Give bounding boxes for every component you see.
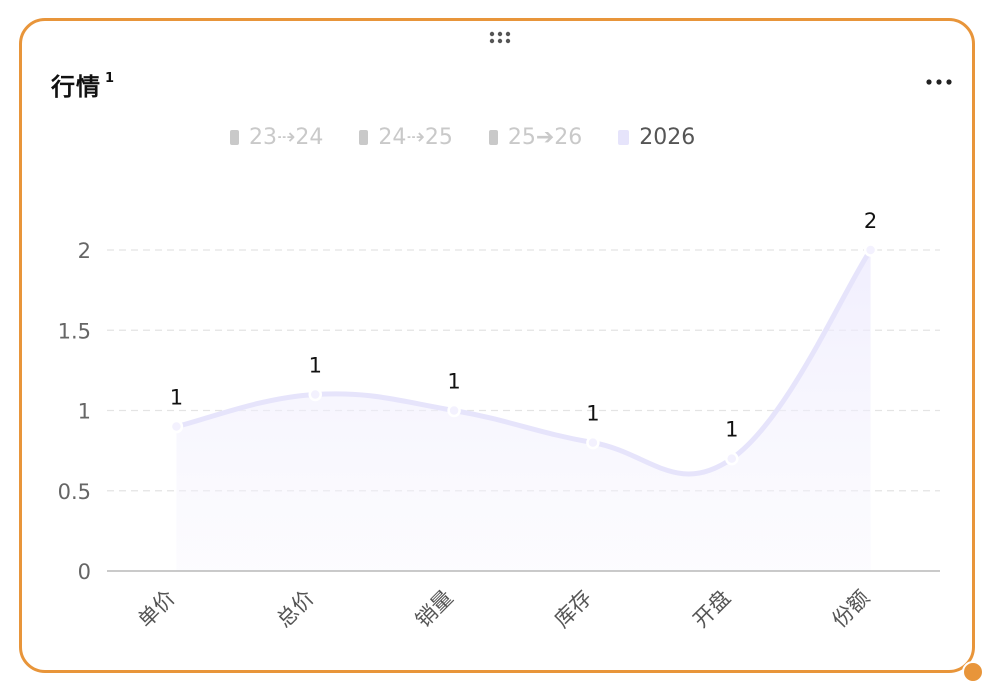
x-tick-label: 销量	[411, 586, 458, 633]
data-point	[586, 435, 600, 450]
data-label: 1	[725, 418, 738, 442]
data-label: 1	[586, 402, 599, 426]
y-tick-label: 1	[78, 400, 91, 424]
legend-label: 25➔26	[507, 124, 583, 150]
x-tick-label: 库存	[550, 586, 597, 633]
card-title-text: 行情	[51, 73, 101, 101]
y-tick-label: 2	[78, 239, 91, 263]
legend-item-24-25[interactable]: 24⇢25	[359, 124, 453, 150]
legend-swatch	[230, 129, 239, 145]
y-tick-label: 0.5	[58, 480, 91, 504]
chart-legend: 23⇢24 24⇢25 25➔26 2026	[230, 122, 695, 152]
legend-item-23-24[interactable]: 23⇢24	[230, 125, 323, 150]
card-title: 行情 1	[51, 67, 115, 102]
legend-item-2026[interactable]: 2026	[618, 125, 695, 150]
data-label: 1	[447, 370, 460, 394]
legend-label: 23⇢24	[249, 124, 324, 150]
legend-item-25-26[interactable]: 25➔26	[488, 124, 583, 150]
more-options-button[interactable]	[920, 69, 956, 93]
series-area	[176, 250, 871, 571]
data-label: 1	[309, 353, 322, 377]
card-title-superscript: 1	[105, 71, 116, 86]
legend-swatch	[488, 129, 498, 145]
resize-handle[interactable]	[962, 661, 984, 683]
x-tick-label: 单价	[133, 586, 180, 633]
more-horizontal-icon	[926, 79, 952, 85]
data-point	[725, 451, 739, 466]
data-label: 2	[864, 209, 877, 233]
data-point	[308, 387, 322, 402]
legend-label: 2026	[639, 124, 696, 150]
y-tick-label: 0	[78, 560, 91, 584]
legend-swatch	[618, 129, 630, 145]
x-tick-label: 开盘	[689, 586, 736, 633]
data-point	[447, 403, 461, 418]
series-line	[173, 247, 874, 477]
x-tick-label: 总价	[272, 586, 319, 633]
data-point	[863, 243, 878, 257]
legend-swatch	[359, 129, 369, 145]
x-tick-label: 份额	[827, 586, 874, 633]
data-label: 1	[170, 386, 183, 410]
drag-dots-icon[interactable]	[488, 31, 512, 45]
legend-label: 24⇢25	[378, 124, 453, 150]
y-tick-label: 1.5	[58, 319, 91, 343]
data-point	[169, 419, 184, 434]
